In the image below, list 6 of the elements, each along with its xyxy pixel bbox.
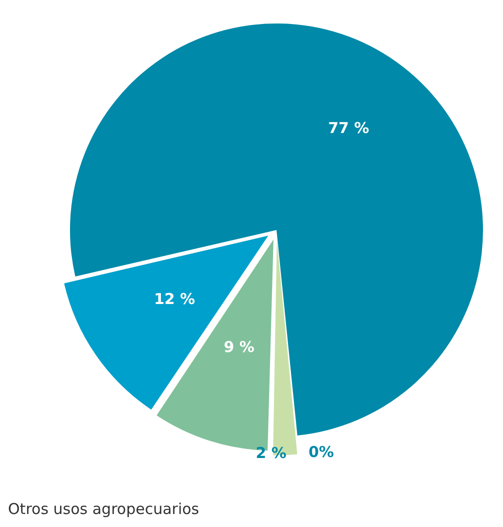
data-label: 77 % (328, 119, 370, 138)
text: 0% (308, 443, 334, 462)
data-label: 2 % (256, 444, 286, 462)
data-label: 9 % (224, 338, 254, 356)
text: Otros usos agropecuarios (8, 500, 200, 518)
data-label: 12 % (154, 290, 196, 308)
